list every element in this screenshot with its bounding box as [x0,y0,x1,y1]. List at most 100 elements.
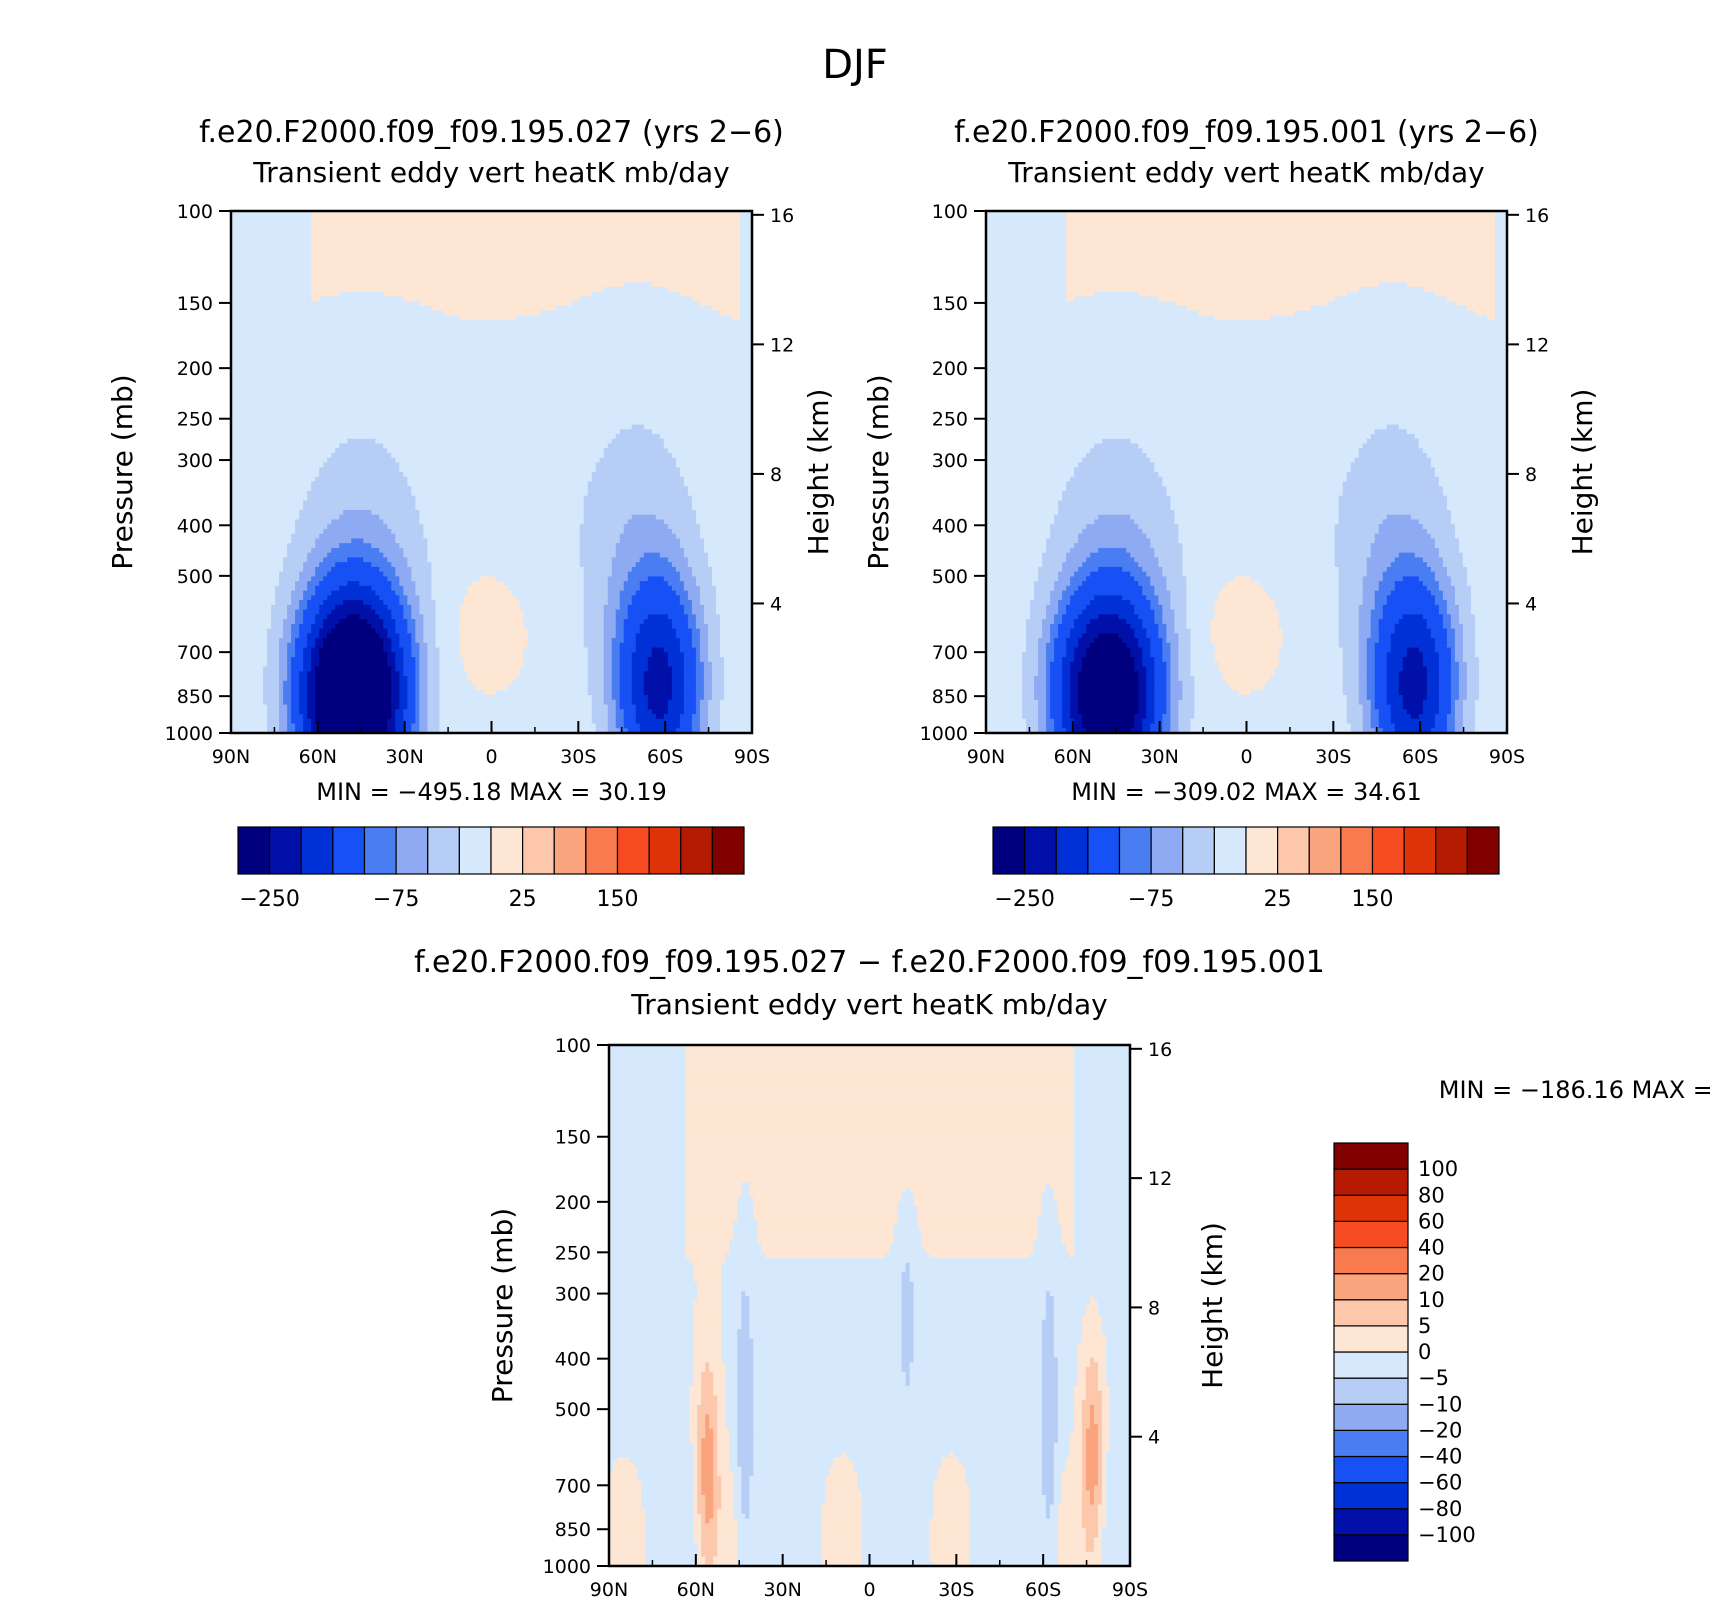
contour-cell [1074,619,1091,625]
contour-cell [595,467,681,473]
contour-cell [415,581,432,587]
contour-cell [347,614,360,620]
contour-cell [1101,1419,1111,1425]
contour-cell [1026,723,1039,729]
contour-cell [1438,671,1452,677]
contour-cell [1057,1537,1087,1543]
contour-cell [693,1499,698,1506]
contour-cell [1037,1229,1063,1236]
contour-cell [1085,1471,1099,1477]
contour-cell [1454,585,1472,592]
contour-cell [986,296,1067,302]
contour-cell [609,1561,646,1566]
contour-cell [1374,604,1384,611]
contour-cell [707,657,725,663]
colorbar-swatch [1024,826,1057,875]
contour-cell [1134,633,1147,639]
contour-cell [1077,1367,1087,1373]
contour-cell [679,714,693,720]
contour-cell [1166,690,1171,696]
contour-cell [1198,310,1296,316]
contour-cell [705,1419,710,1425]
contour-cell [1070,676,1079,682]
contour-cell [611,562,637,568]
contour-cell [1474,623,1507,630]
contour-cell [1057,1381,1079,1387]
contour-cell [1101,1433,1111,1439]
contour-cell [1378,714,1392,720]
contour-cell [623,282,653,288]
contour-cell [371,562,392,568]
contour-cell [733,1220,758,1226]
contour-cell [407,562,432,568]
contour-cell [1162,614,1175,620]
contour-cell [1406,647,1420,653]
contour-cell [383,443,609,449]
contour-cell [701,1390,714,1397]
contour-cell [231,211,312,217]
contour-cell [697,1404,718,1411]
contour-cell [639,628,677,634]
contour-cell [275,600,292,606]
contour-cell [729,1239,758,1245]
contour-cell [415,676,420,682]
contour-cell [679,576,697,582]
contour-cell [1494,277,1507,283]
contour-cell [889,1243,923,1250]
contour-cell [737,1523,823,1529]
colorbar-label: 80 [1418,1183,1445,1207]
contour-cell [1070,595,1095,601]
contour-cell [1057,1419,1075,1425]
contour-cell [395,590,404,596]
contour-cell [739,272,752,279]
contour-cell [299,690,308,696]
contour-cell [745,1513,750,1520]
contour-cell [1450,685,1460,691]
contour-cell [675,457,752,464]
contour-cell [969,1509,1047,1515]
contour-cell [339,291,384,298]
contour-cell [929,1556,971,1562]
contour-cell [231,415,752,421]
contour-cell [315,571,328,577]
y-tick-label: 700 [177,642,213,664]
y-tick-label: 250 [555,1242,591,1264]
contour-cell [663,438,752,445]
contour-cell [279,642,288,649]
contour-cell [609,1494,642,1501]
contour-cell [619,661,633,668]
contour-cell [1026,638,1039,644]
contour-cell [415,638,424,644]
contour-cell [619,666,633,672]
contour-cell [707,718,721,725]
contour-cell [1338,604,1360,611]
contour-cell [701,1480,714,1487]
contour-cell [1105,1362,1130,1368]
contour-cell [279,647,288,653]
contour-cell [901,1329,915,1335]
contour-cell [699,652,709,658]
contour-cell [609,1196,686,1202]
contour-cell [683,476,752,483]
contour-cell [647,699,669,706]
contour-cell [609,1300,694,1307]
contour-cell [1338,576,1364,582]
contour-cell [315,538,352,544]
contour-cell [1057,1400,1075,1406]
contour-cell [311,296,320,302]
contour-cell [1342,690,1360,696]
contour-cell [685,1106,1075,1112]
contour-cell [986,481,1067,487]
contour-cell [739,253,752,260]
contour-cell [717,1532,738,1539]
contour-cell [635,704,649,710]
contour-cell [645,1528,694,1534]
contour-cell [1134,519,1175,525]
contour-cell [1138,443,1364,449]
contour-cell [1494,263,1507,269]
contour-cell [1134,657,1143,663]
contour-cell [1054,638,1067,644]
panel-subtitle: Transient eddy vert heatK mb/day [630,988,1107,1021]
contour-cell [635,709,653,715]
contour-cell [1166,695,1171,701]
